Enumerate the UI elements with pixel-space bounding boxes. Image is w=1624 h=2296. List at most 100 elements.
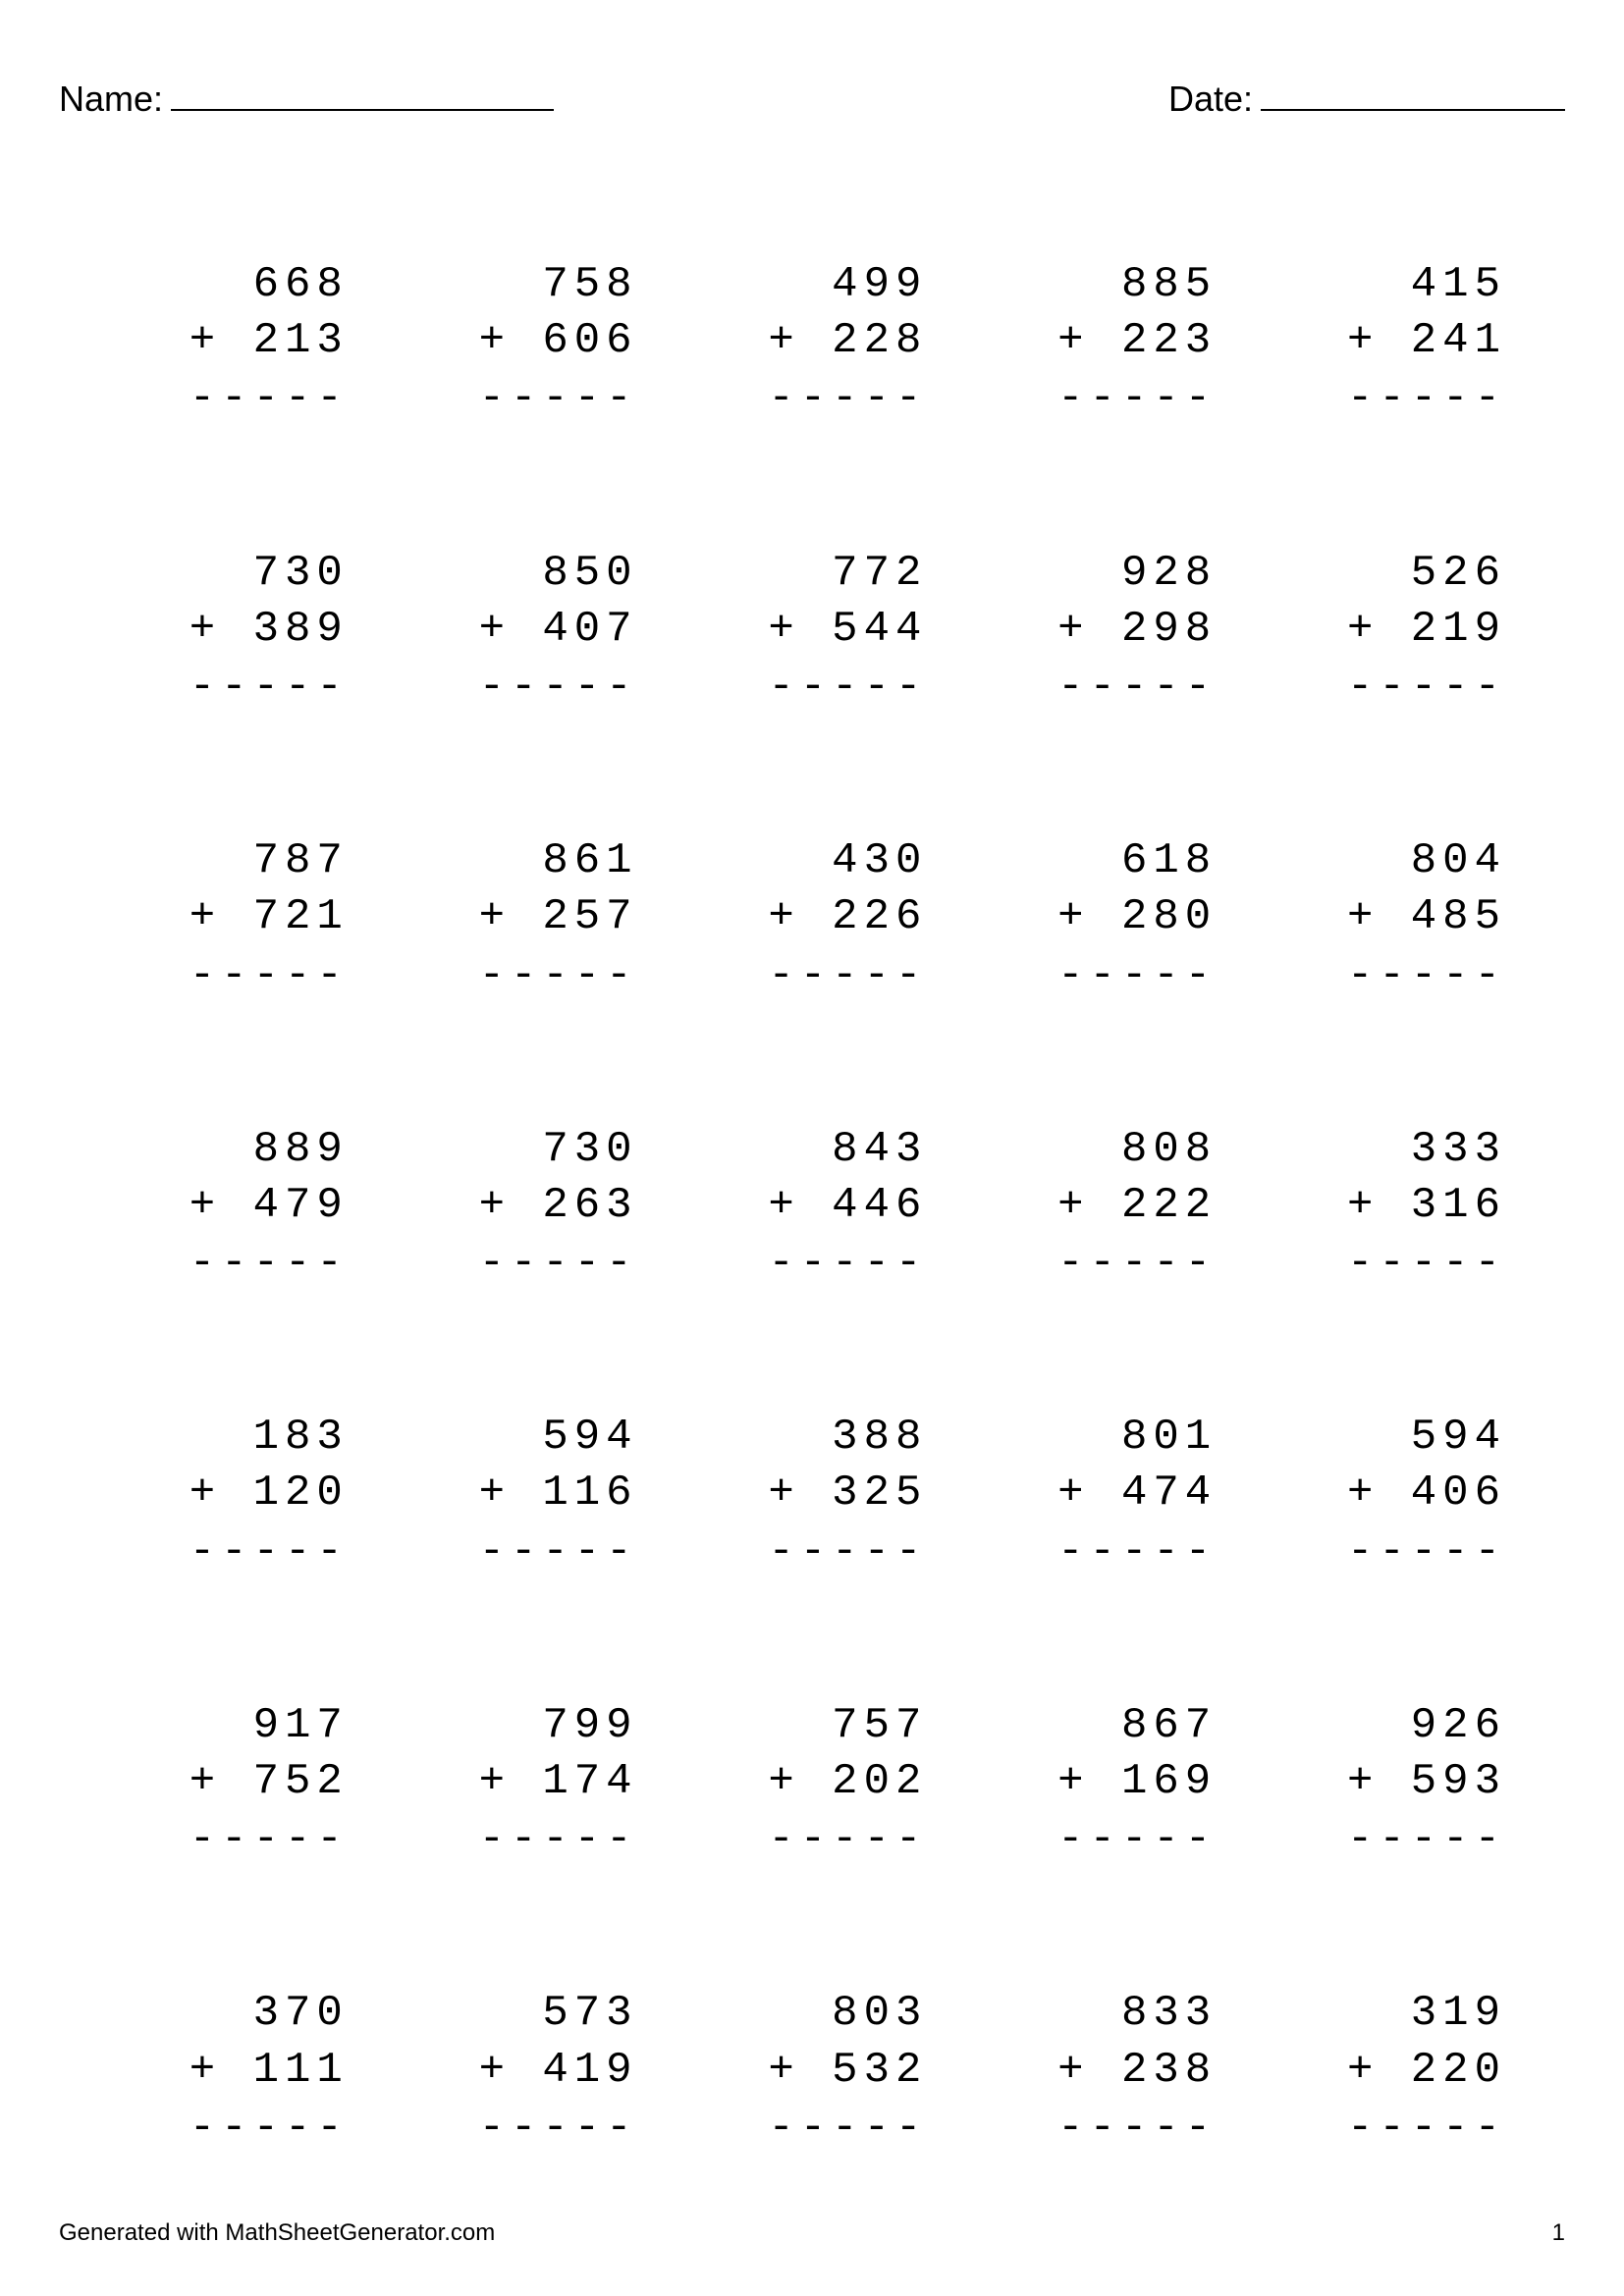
math-problem: 772+ 544-----	[697, 546, 928, 717]
answer-line: -----	[986, 1812, 1217, 1868]
operand-bottom: + 222	[986, 1178, 1217, 1234]
operand-top: 573	[407, 1986, 638, 2042]
answer-line: -----	[986, 1236, 1217, 1292]
answer-line: -----	[697, 660, 928, 716]
operand-top: 804	[1275, 833, 1506, 889]
math-problem: 730+ 263-----	[407, 1122, 638, 1293]
operand-bottom: + 406	[1275, 1466, 1506, 1522]
answer-line: -----	[407, 1524, 638, 1580]
operand-bottom: + 721	[118, 889, 349, 945]
answer-line: -----	[697, 1812, 928, 1868]
math-problem: 573+ 419-----	[407, 1986, 638, 2157]
date-field: Date:	[1168, 79, 1565, 120]
operand-bottom: + 202	[697, 1754, 928, 1810]
answer-line: -----	[1275, 1524, 1506, 1580]
operand-top: 757	[697, 1698, 928, 1754]
math-problem: 843+ 446-----	[697, 1122, 928, 1293]
math-problem: 801+ 474-----	[986, 1410, 1217, 1580]
operand-top: 526	[1275, 546, 1506, 602]
operand-bottom: + 532	[697, 2043, 928, 2099]
operand-top: 370	[118, 1986, 349, 2042]
name-field: Name:	[59, 79, 554, 120]
answer-line: -----	[986, 948, 1217, 1004]
answer-line: -----	[118, 948, 349, 1004]
math-problem: 928+ 298-----	[986, 546, 1217, 717]
answer-line: -----	[407, 1236, 638, 1292]
answer-line: -----	[1275, 1236, 1506, 1292]
operand-top: 861	[407, 833, 638, 889]
operand-top: 803	[697, 1986, 928, 2042]
operand-bottom: + 280	[986, 889, 1217, 945]
math-problem: 926+ 593-----	[1275, 1698, 1506, 1869]
answer-line: -----	[118, 2101, 349, 2157]
date-label: Date:	[1168, 79, 1253, 120]
operand-bottom: + 593	[1275, 1754, 1506, 1810]
answer-line: -----	[1275, 371, 1506, 427]
math-problem: 757+ 202-----	[697, 1698, 928, 1869]
worksheet-footer: Generated with MathSheetGenerator.com 1	[59, 2219, 1565, 2247]
operand-top: 430	[697, 833, 928, 889]
operand-top: 799	[407, 1698, 638, 1754]
operand-top: 867	[986, 1698, 1217, 1754]
math-problem: 594+ 406-----	[1275, 1410, 1506, 1580]
operand-bottom: + 116	[407, 1466, 638, 1522]
operand-bottom: + 213	[118, 313, 349, 369]
answer-line: -----	[407, 1812, 638, 1868]
operand-bottom: + 419	[407, 2043, 638, 2099]
answer-line: -----	[118, 1236, 349, 1292]
answer-line: -----	[986, 1524, 1217, 1580]
operand-top: 801	[986, 1410, 1217, 1466]
answer-line: -----	[407, 371, 638, 427]
answer-line: -----	[407, 660, 638, 716]
operand-bottom: + 223	[986, 313, 1217, 369]
math-problem: 730+ 389-----	[118, 546, 349, 717]
operand-top: 926	[1275, 1698, 1506, 1754]
operand-bottom: + 241	[1275, 313, 1506, 369]
answer-line: -----	[407, 948, 638, 1004]
operand-top: 772	[697, 546, 928, 602]
operand-bottom: + 174	[407, 1754, 638, 1810]
operand-bottom: + 220	[1275, 2043, 1506, 2099]
operand-bottom: + 316	[1275, 1178, 1506, 1234]
math-problem: 370+ 111-----	[118, 1986, 349, 2157]
name-blank-line[interactable]	[171, 109, 554, 111]
operand-bottom: + 544	[697, 602, 928, 658]
answer-line: -----	[407, 2101, 638, 2157]
operand-top: 928	[986, 546, 1217, 602]
answer-line: -----	[1275, 2101, 1506, 2157]
worksheet-header: Name: Date:	[59, 79, 1565, 120]
operand-top: 787	[118, 833, 349, 889]
answer-line: -----	[697, 1524, 928, 1580]
math-problem: 861+ 257-----	[407, 833, 638, 1004]
generator-credit: Generated with MathSheetGenerator.com	[59, 2219, 495, 2247]
math-problem: 889+ 479-----	[118, 1122, 349, 1293]
operand-bottom: + 606	[407, 313, 638, 369]
operand-top: 885	[986, 257, 1217, 313]
answer-line: -----	[118, 660, 349, 716]
answer-line: -----	[118, 371, 349, 427]
operand-top: 730	[118, 546, 349, 602]
operand-top: 594	[407, 1410, 638, 1466]
math-problem: 808+ 222-----	[986, 1122, 1217, 1293]
operand-bottom: + 226	[697, 889, 928, 945]
operand-top: 668	[118, 257, 349, 313]
operand-bottom: + 479	[118, 1178, 349, 1234]
answer-line: -----	[1275, 948, 1506, 1004]
math-problem: 430+ 226-----	[697, 833, 928, 1004]
operand-bottom: + 752	[118, 1754, 349, 1810]
operand-top: 730	[407, 1122, 638, 1178]
date-blank-line[interactable]	[1261, 109, 1565, 111]
operand-top: 319	[1275, 1986, 1506, 2042]
answer-line: -----	[697, 371, 928, 427]
operand-bottom: + 228	[697, 313, 928, 369]
operand-top: 808	[986, 1122, 1217, 1178]
operand-bottom: + 389	[118, 602, 349, 658]
answer-line: -----	[1275, 1812, 1506, 1868]
math-problem: 415+ 241-----	[1275, 257, 1506, 428]
math-problem: 183+ 120-----	[118, 1410, 349, 1580]
math-problem: 803+ 532-----	[697, 1986, 928, 2157]
operand-top: 499	[697, 257, 928, 313]
answer-line: -----	[1275, 660, 1506, 716]
operand-top: 594	[1275, 1410, 1506, 1466]
math-problem: 867+ 169-----	[986, 1698, 1217, 1869]
